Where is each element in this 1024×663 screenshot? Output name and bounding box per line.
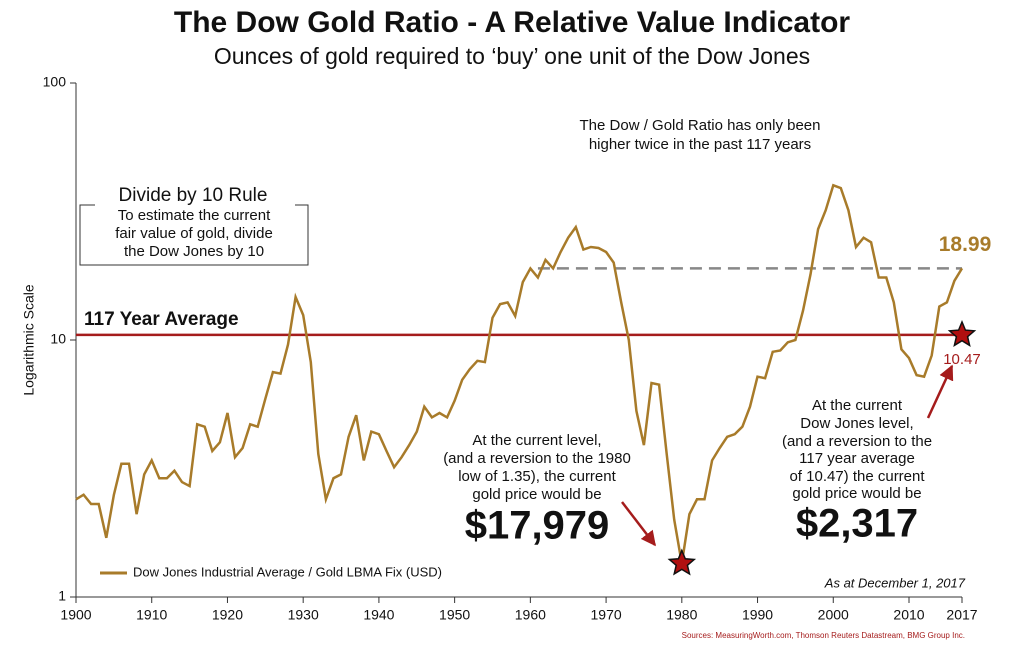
star-marker <box>667 548 697 576</box>
x-tick-label: 2017 <box>946 607 977 623</box>
star-marker <box>947 319 977 347</box>
note-top: The Dow / Gold Ratio has only been <box>580 117 821 134</box>
note-right: At the current <box>812 397 903 414</box>
as-at: As at December 1, 2017 <box>824 575 966 590</box>
rule-box-title: Divide by 10 Rule <box>119 185 268 206</box>
y-tick-label: 10 <box>50 331 66 347</box>
note-right: Dow Jones level, <box>800 415 913 432</box>
rule-box-title-bg <box>95 183 295 209</box>
note-right: gold price would be <box>792 485 921 502</box>
y-axis-label: Logarithmic Scale <box>21 284 37 395</box>
note-left: gold price would be <box>472 486 601 503</box>
legend-label: Dow Jones Industrial Average / Gold LBMA… <box>133 564 442 579</box>
arrow <box>621 501 656 547</box>
note-right: (and a reversion to the <box>782 433 932 450</box>
x-tick-label: 1900 <box>60 607 91 623</box>
x-tick-label: 1950 <box>439 607 470 623</box>
x-tick-label: 1910 <box>136 607 167 623</box>
price-right: $2,317 <box>796 502 918 546</box>
average-value-label: 10.47 <box>943 351 981 368</box>
note-left: low of 1.35), the current <box>458 468 616 485</box>
note-right: of 10.47) the current <box>789 468 925 485</box>
rule-box-text: the Dow Jones by 10 <box>124 243 264 260</box>
x-tick-label: 1980 <box>666 607 697 623</box>
note-left: (and a reversion to the 1980 <box>443 450 631 467</box>
sources: Sources: MeasuringWorth.com, Thomson Reu… <box>682 631 965 640</box>
note-left: At the current level, <box>472 432 601 449</box>
x-tick-label: 1970 <box>591 607 622 623</box>
x-tick-label: 1930 <box>288 607 319 623</box>
note-top: higher twice in the past 117 years <box>589 136 811 153</box>
average-label: 117 Year Average <box>84 309 239 330</box>
x-tick-label: 1920 <box>212 607 243 623</box>
series-line <box>75 183 964 564</box>
x-tick-label: 2000 <box>818 607 849 623</box>
rule-box-text: To estimate the current <box>118 207 271 224</box>
rule-box-text: fair value of gold, divide <box>115 225 273 242</box>
price-left: $17,979 <box>465 504 610 548</box>
y-tick-label: 100 <box>43 74 67 90</box>
y-tick-label: 1 <box>58 588 66 604</box>
x-tick-label: 1960 <box>515 607 546 623</box>
arrow <box>926 364 954 419</box>
x-tick-label: 1940 <box>363 607 394 623</box>
x-tick-label: 2010 <box>893 607 924 623</box>
end-value-label: 18.99 <box>939 233 992 256</box>
note-right: 117 year average <box>799 450 915 467</box>
chart-subtitle: Ounces of gold required to ‘buy’ one uni… <box>214 43 810 69</box>
x-tick-label: 1990 <box>742 607 773 623</box>
chart-title: The Dow Gold Ratio - A Relative Value In… <box>174 6 851 39</box>
